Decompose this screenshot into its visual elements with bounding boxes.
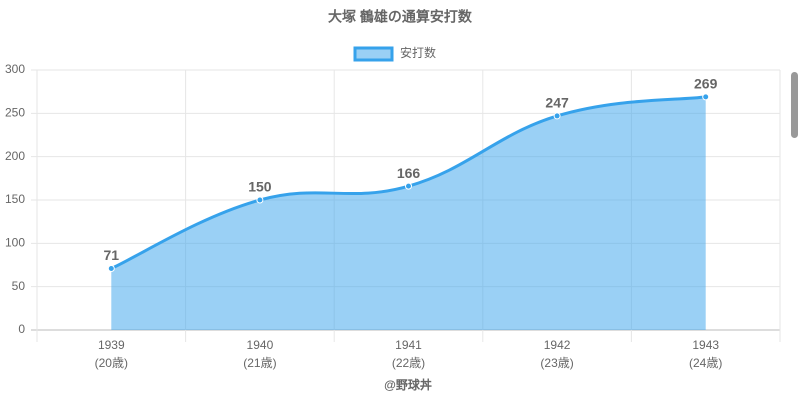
data-label: 71 xyxy=(104,247,120,263)
x-axis-title: @野球丼 xyxy=(384,377,432,392)
data-label: 166 xyxy=(397,165,421,181)
data-label: 150 xyxy=(248,179,272,195)
legend-label: 安打数 xyxy=(400,45,436,60)
x-tick-label: 1943 xyxy=(692,338,719,352)
legend-swatch xyxy=(353,46,394,62)
data-label: 247 xyxy=(545,95,569,111)
y-tick-label: 200 xyxy=(5,149,25,163)
scrollbar[interactable] xyxy=(791,72,798,138)
chart-title: 大塚 鶴雄の通算安打数 xyxy=(328,9,473,25)
x-tick-label: (23歳) xyxy=(540,356,573,370)
x-tick-label: (22歳) xyxy=(392,356,425,370)
x-tick-label: (20歳) xyxy=(95,356,128,370)
area-fill xyxy=(111,96,706,330)
x-tick-label: 1939 xyxy=(98,338,125,352)
point xyxy=(405,182,412,190)
y-tick-label: 100 xyxy=(5,236,25,250)
x-tick-label: (21歳) xyxy=(243,356,276,370)
data-label: 269 xyxy=(694,76,718,92)
x-tick-label: (24歳) xyxy=(689,356,722,370)
y-tick-label: 50 xyxy=(12,279,26,293)
y-tick-label: 150 xyxy=(5,192,25,206)
x-tick-label: 1940 xyxy=(247,338,274,352)
point xyxy=(107,264,115,272)
y-tick-label: 300 xyxy=(5,62,25,76)
y-tick-label: 0 xyxy=(18,322,25,336)
point xyxy=(256,196,264,204)
x-tick-label: 1941 xyxy=(395,338,422,352)
x-tick-label: 1942 xyxy=(544,338,571,352)
point xyxy=(702,93,710,101)
y-tick-label: 250 xyxy=(5,106,25,120)
point xyxy=(553,112,561,120)
